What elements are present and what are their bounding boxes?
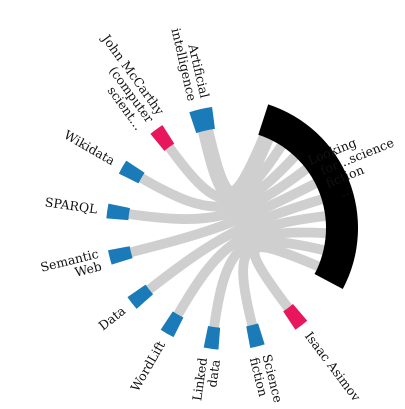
label-isaac-asimov: Isaac Asimov	[302, 329, 365, 405]
arc-sparql[interactable]	[106, 204, 130, 220]
label-line: Wikidata	[62, 127, 119, 168]
arc-science-fiction[interactable]	[246, 323, 264, 348]
label-line: Data	[95, 303, 128, 334]
label-artificial-intelligence: Artificialintelligence	[168, 24, 212, 103]
label-semantic-web: SemanticWeb	[39, 246, 103, 288]
label-wordlift: WordLift	[127, 338, 168, 394]
label-john-mccarthy: John McCarthy(computerscient…	[77, 30, 168, 134]
label-wikidata: Wikidata	[62, 127, 119, 168]
arc-semantic-web[interactable]	[108, 246, 133, 264]
label-line: Isaac Asimov	[302, 329, 365, 405]
label-sparql: SPARQL	[44, 194, 98, 216]
label-line: data	[204, 358, 223, 388]
chords-layer	[129, 131, 326, 327]
label-line: SPARQL	[44, 194, 98, 216]
chord-isaac-asimov	[254, 247, 318, 308]
arc-artificial-intelligence[interactable]	[189, 107, 215, 133]
label-science-fiction: Sciencefiction	[247, 353, 286, 408]
label-linked-data: Linkeddata	[189, 356, 223, 403]
arc-linked-data[interactable]	[204, 326, 220, 350]
label-data: Data	[95, 303, 128, 334]
label-line: WordLift	[127, 338, 168, 394]
